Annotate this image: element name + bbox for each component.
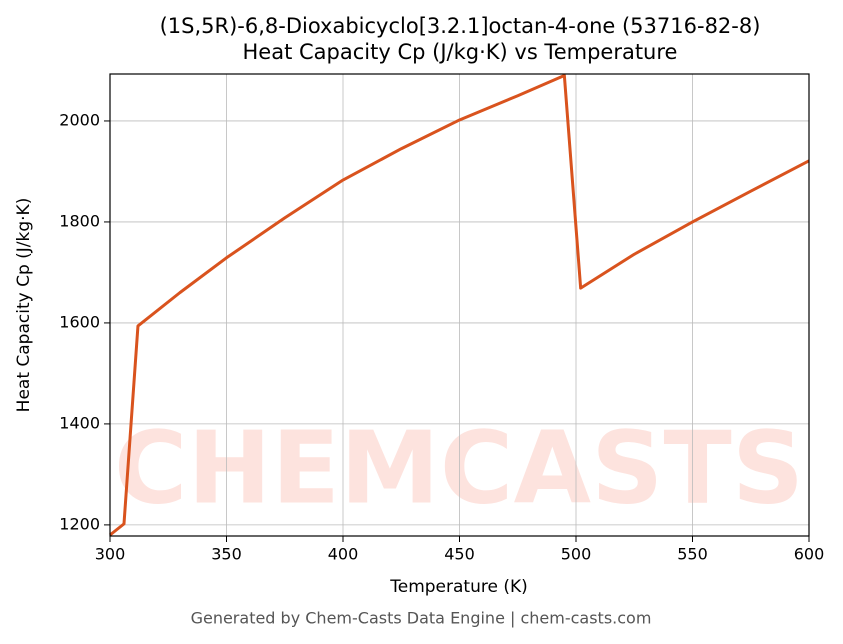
watermark: CHEMCASTS bbox=[114, 409, 804, 526]
y-tick-label: 1800 bbox=[59, 211, 100, 230]
y-tick-label: 1400 bbox=[59, 413, 100, 432]
y-axis-label: Heat Capacity Cp (J/kg·K) bbox=[14, 198, 34, 413]
footer: Generated by Chem-Casts Data Engine | ch… bbox=[191, 609, 652, 628]
x-tick-label: 600 bbox=[794, 545, 825, 564]
plot-frame bbox=[109, 73, 810, 537]
x-tick-label: 400 bbox=[328, 545, 359, 564]
x-tick-label: 500 bbox=[561, 545, 592, 564]
chart-title: (1S,5R)-6,8-Dioxabicyclo[3.2.1]octan-4-o… bbox=[160, 14, 761, 38]
x-tick-label: 450 bbox=[444, 545, 475, 564]
x-tick-label: 350 bbox=[211, 545, 242, 564]
y-tick-label: 1600 bbox=[59, 312, 100, 331]
x-axis-label: Temperature (K) bbox=[389, 577, 528, 597]
x-tick-label: 550 bbox=[677, 545, 708, 564]
x-tick-label: 300 bbox=[95, 545, 126, 564]
y-tick-label: 2000 bbox=[59, 110, 100, 129]
chart-subtitle: Heat Capacity Cp (J/kg·K) vs Temperature bbox=[243, 40, 678, 64]
y-tick-label: 1200 bbox=[59, 514, 100, 533]
data-line bbox=[109, 74, 810, 537]
